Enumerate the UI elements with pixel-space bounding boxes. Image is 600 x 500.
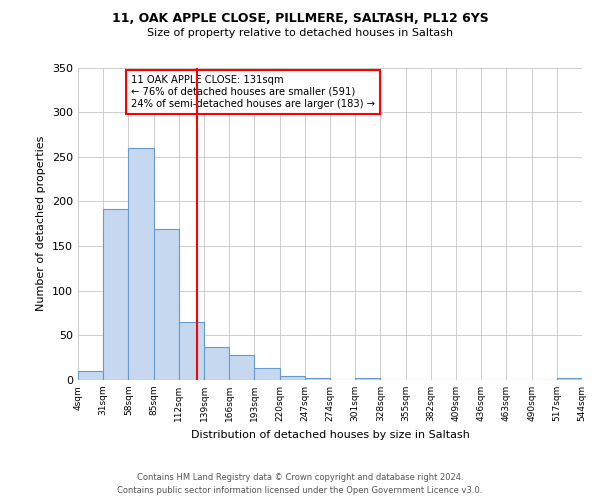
Text: Size of property relative to detached houses in Saltash: Size of property relative to detached ho… [147, 28, 453, 38]
Text: 11, OAK APPLE CLOSE, PILLMERE, SALTASH, PL12 6YS: 11, OAK APPLE CLOSE, PILLMERE, SALTASH, … [112, 12, 488, 26]
Bar [229, 355, 254, 380]
Bar [103, 210, 128, 380]
Bar [280, 376, 305, 380]
Bar [254, 368, 280, 380]
Text: Contains HM Land Registry data © Crown copyright and database right 2024.
Contai: Contains HM Land Registry data © Crown c… [118, 474, 482, 495]
Text: 11 OAK APPLE CLOSE: 131sqm
← 76% of detached houses are smaller (591)
24% of sem: 11 OAK APPLE CLOSE: 131sqm ← 76% of deta… [131, 76, 375, 108]
Bar [204, 347, 229, 380]
Bar [128, 148, 154, 380]
Bar [154, 229, 179, 380]
Bar [355, 378, 380, 380]
Y-axis label: Number of detached properties: Number of detached properties [37, 136, 46, 312]
X-axis label: Distribution of detached houses by size in Saltash: Distribution of detached houses by size … [191, 430, 469, 440]
Bar [78, 371, 103, 380]
Bar [557, 378, 582, 380]
Bar [305, 378, 330, 380]
Bar [179, 322, 204, 380]
